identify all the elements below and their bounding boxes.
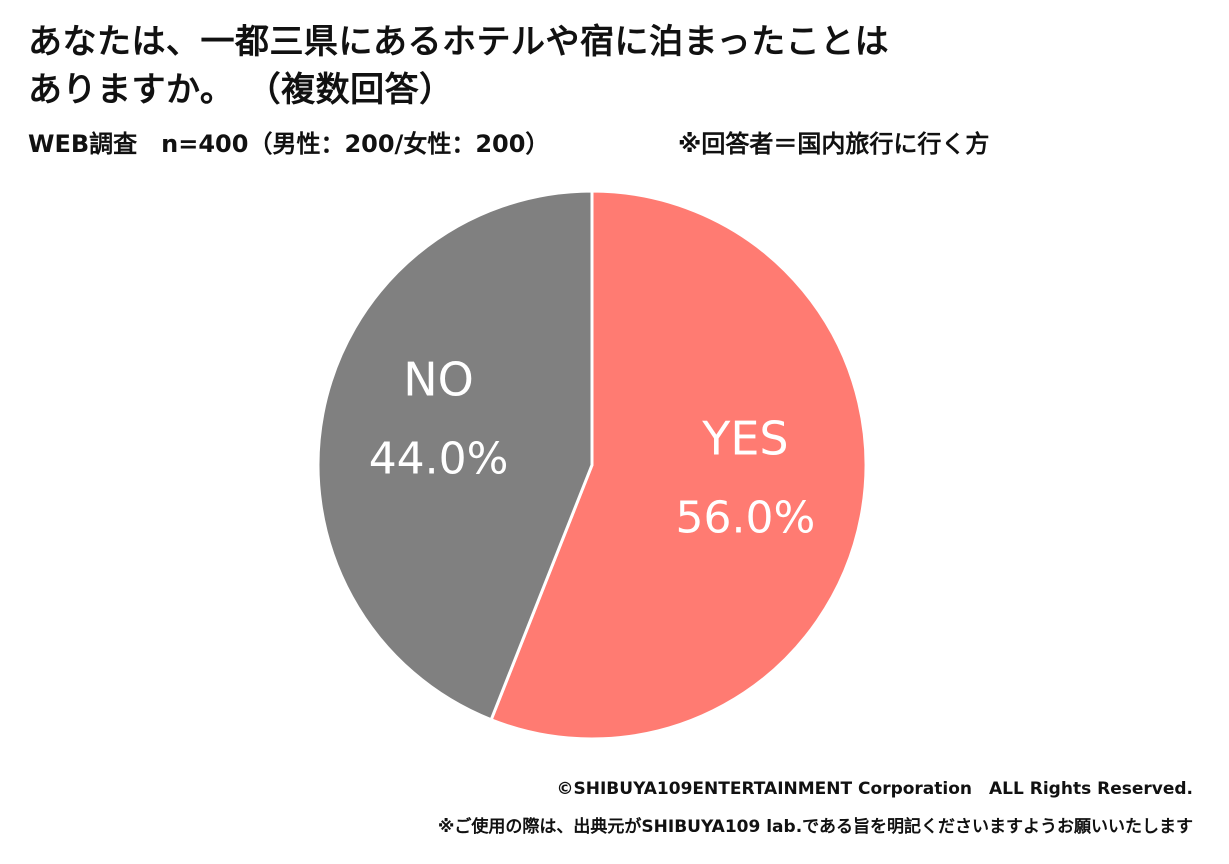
slice-value-yes: 56.0% <box>676 492 816 543</box>
chart-title-line-1: あなたは、一都三県にあるホテルや宿に泊まったことは <box>28 22 890 62</box>
respondent-note: ※回答者＝国内旅行に行く方 <box>678 130 990 158</box>
survey-info: WEB調査 n=400（男性：200/女性：200） <box>28 130 550 158</box>
slice-label-no: NO <box>403 353 474 407</box>
pie-slice-no <box>316 189 594 722</box>
slice-value-no: 44.0% <box>369 434 509 485</box>
usage-note: ※ご使用の際は、出典元がSHIBUYA109 lab.である旨を明記くださいます… <box>437 817 1193 837</box>
chart-title-line-2: ありますか。 （複数回答） <box>28 70 454 110</box>
pie-slice-yes <box>489 189 868 741</box>
copyright-notice: ©SHIBUYA109ENTERTAINMENT Corporation ALL… <box>556 779 1193 799</box>
slice-label-yes: YES <box>701 411 788 465</box>
chart-title: あなたは、一都三県にあるホテルや宿に泊まったことは ありますか。 （複数回答） <box>28 18 1188 114</box>
